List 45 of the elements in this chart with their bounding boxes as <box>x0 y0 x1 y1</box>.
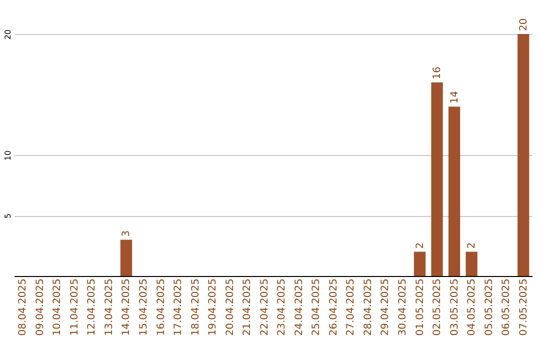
x-tick-label: 05.05.2025 <box>484 278 495 336</box>
bar <box>466 252 478 276</box>
bar <box>414 252 426 276</box>
x-tick-label: 29.04.2025 <box>380 278 392 336</box>
data-label: 20 <box>518 18 530 31</box>
x-tick-label: 03.05.2025 <box>449 278 460 336</box>
x-tick-label: 02.05.2025 <box>432 278 444 336</box>
x-tick-label: 28.04.2025 <box>362 278 374 336</box>
x-tick-label: 15.04.2025 <box>138 278 150 336</box>
x-tick-label: 21.04.2025 <box>242 278 254 336</box>
x-tick-label: 22.04.2025 <box>259 278 270 336</box>
x-tick-label: 17.04.2025 <box>173 278 184 336</box>
x-tick-label: 11.04.2025 <box>69 278 80 336</box>
y-tick-label: 10 <box>4 150 12 161</box>
x-tick-label: 25.04.2025 <box>311 278 322 336</box>
x-tick-label: 18.04.2025 <box>190 278 202 336</box>
data-label: 2 <box>414 242 426 249</box>
bar <box>120 240 132 276</box>
y-tick-label: 5 <box>4 213 12 219</box>
bar <box>431 82 443 276</box>
x-tick-label: 01.05.2025 <box>414 278 426 336</box>
x-tick-label: 30.04.2025 <box>398 278 408 336</box>
x-tick-label: 24.04.2025 <box>294 278 305 336</box>
x-tick-label: 06.05.2025 <box>501 278 512 336</box>
x-tick-label: 19.04.2025 <box>208 278 219 336</box>
x-tick-label: 10.04.2025 <box>52 278 64 336</box>
x-tick-label: 20.04.2025 <box>224 278 236 336</box>
x-tick-label: 23.04.2025 <box>276 278 288 336</box>
x-tick-label: 16.04.2025 <box>156 278 167 336</box>
x-tick-label: 08.04.2025 <box>18 278 29 336</box>
x-tick-label: 07.05.2025 <box>518 278 530 336</box>
x-tick-label: 27.04.2025 <box>346 278 357 336</box>
x-tick-label: 14.04.2025 <box>121 278 132 336</box>
x-tick-label: 13.04.2025 <box>104 278 115 336</box>
x-tick-label: 04.05.2025 <box>466 278 478 336</box>
bar <box>448 106 460 276</box>
x-tick-label: 26.04.2025 <box>328 278 340 336</box>
data-label: 16 <box>432 66 444 80</box>
x-tick-label: 12.04.2025 <box>86 278 98 336</box>
x-tick-label: 09.04.2025 <box>34 278 46 336</box>
y-tick-label: 20 <box>4 29 12 40</box>
data-label: 14 <box>449 90 460 104</box>
data-label: 2 <box>466 242 478 249</box>
data-label: 3 <box>121 230 132 237</box>
bar <box>518 34 530 276</box>
